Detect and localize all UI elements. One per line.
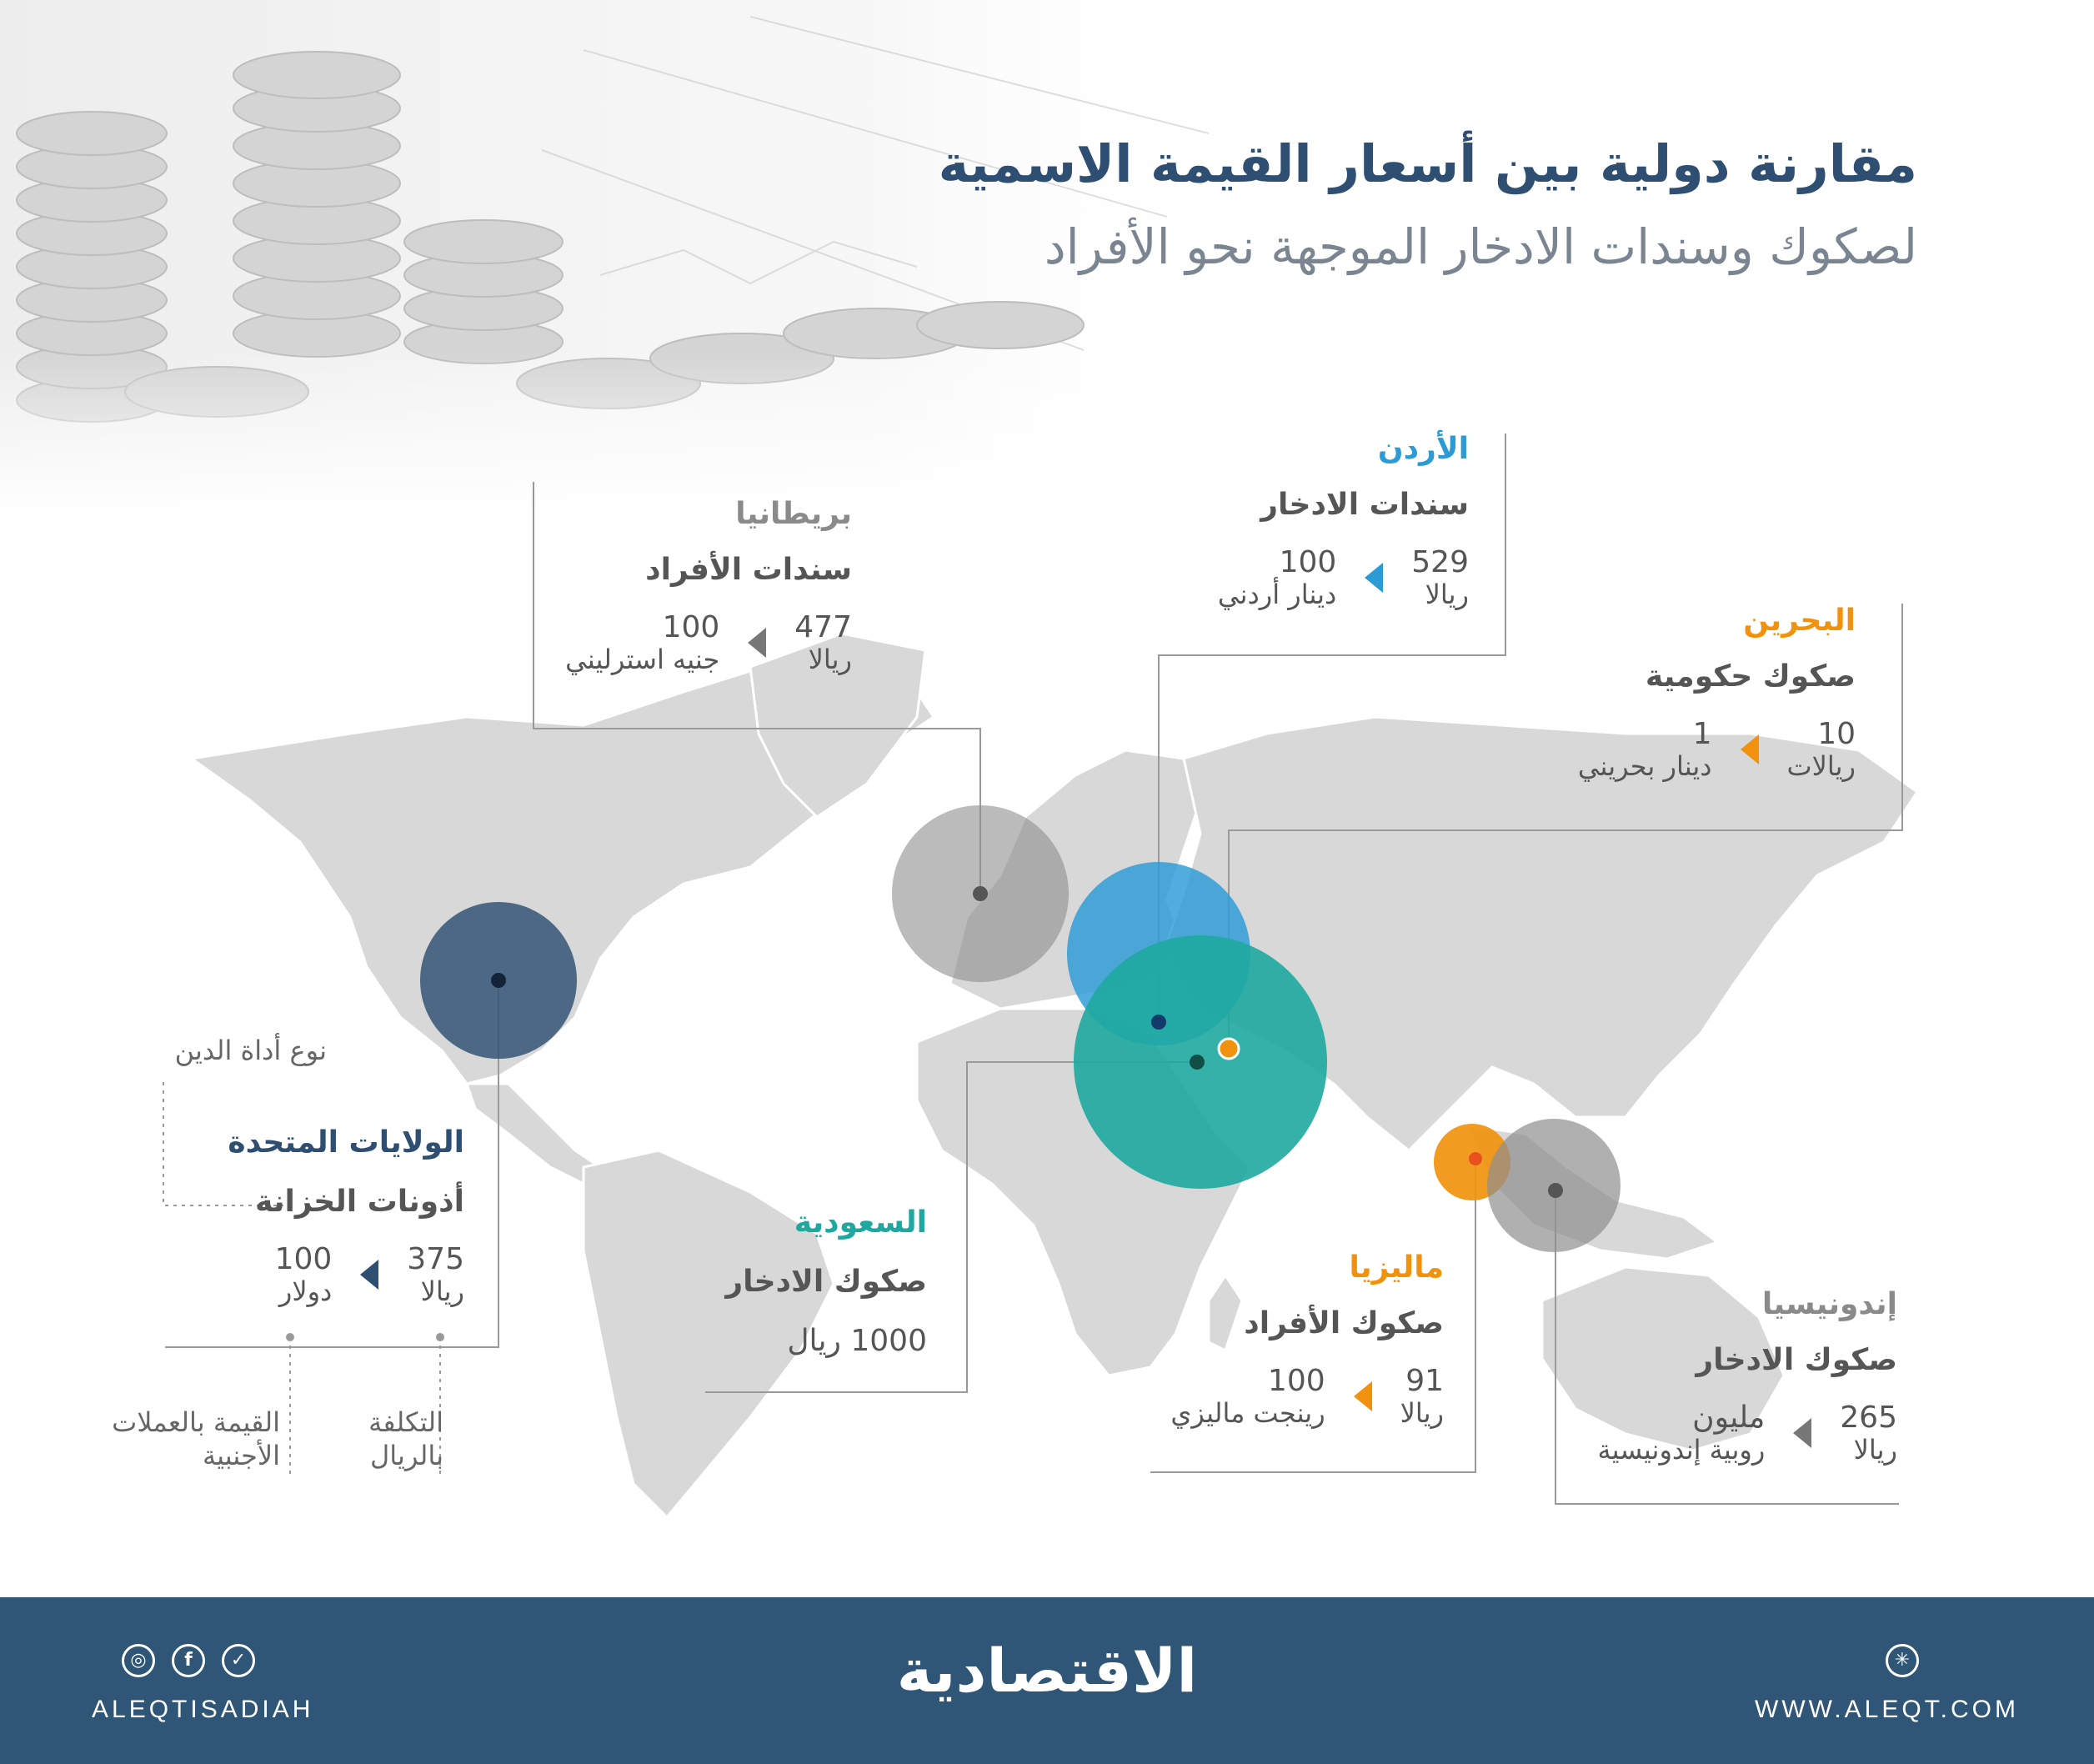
connector-usa	[165, 980, 499, 1348]
legend-dot-riyal	[436, 1333, 444, 1341]
callout-saudi: السعودية صكوك الادخار 1000 ريال	[725, 1205, 927, 1358]
connector-malaysia	[1150, 1159, 1476, 1473]
foreign-value-indonesia: مليون	[1692, 1401, 1766, 1435]
brand-logo: الاقتصادية	[896, 1636, 1198, 1706]
foreign-value-usa: 100	[274, 1242, 333, 1276]
dot-saudi	[1190, 1055, 1205, 1070]
map-australia	[1540, 1265, 1786, 1452]
connector-jordan	[1158, 433, 1506, 1022]
riyal-value-usa: 375	[407, 1242, 464, 1276]
foreign-value-bahrain: 1	[1692, 717, 1712, 751]
callout-malaysia: ماليزيا صكوك الأفراد 91 ريالا 100 رينجت …	[1170, 1250, 1444, 1429]
map-madagascar	[1207, 1273, 1244, 1353]
values-indonesia: 265 ريالا مليون روبية إندونيسية	[1598, 1401, 1897, 1466]
callout-bahrain: البحرين صكوك حكومية 10 ريالات 1 دينار بح…	[1578, 604, 1856, 782]
facebook-icon[interactable]: f	[172, 1644, 205, 1677]
legend-connector-debt-type	[163, 1082, 283, 1206]
values-uk: 477 ريالا 100 جنيه استرليني	[565, 610, 852, 675]
map-greenland	[749, 632, 927, 819]
legend-foreign-value: القيمة بالعملات الأجنبية	[112, 1406, 280, 1471]
country-name-indonesia: إندونيسيا	[1761, 1287, 1897, 1321]
riyal-value-indonesia: 265	[1840, 1401, 1897, 1435]
country-name-malaysia: ماليزيا	[1349, 1250, 1444, 1285]
connector-indonesia	[1555, 1190, 1899, 1505]
instrument-uk: سندات الأفراد	[645, 553, 852, 587]
arrow-usa-icon	[360, 1260, 379, 1290]
instagram-icon[interactable]: ◎	[122, 1644, 155, 1677]
riyal-unit-bahrain: ريالات	[1786, 750, 1856, 783]
riyal-value-bahrain: 10	[1817, 717, 1856, 751]
map-south-america	[582, 1149, 835, 1520]
dot-jordan	[1151, 1015, 1166, 1030]
riyal-unit-indonesia: ريالا	[1853, 1434, 1897, 1466]
riyal-unit-jordan: ريالا	[1425, 579, 1469, 611]
values-bahrain: 10 ريالات 1 دينار بحريني	[1578, 717, 1856, 782]
instrument-jordan: سندات الادخار	[1260, 488, 1469, 522]
riyal-value-malaysia: 91	[1405, 1364, 1444, 1398]
page-subtitle: لصكوك وسندات الادخار الموجهة نحو الأفراد	[1044, 218, 1917, 275]
country-name-jordan: الأردن	[1377, 432, 1469, 466]
riyal-unit-uk: ريالا	[808, 644, 852, 676]
value-saudi: 1000 ريال	[787, 1324, 927, 1358]
country-name-bahrain: البحرين	[1743, 604, 1856, 638]
arrow-indonesia-icon	[1793, 1418, 1812, 1449]
riyal-unit-malaysia: ريالا	[1400, 1397, 1444, 1430]
dot-uk	[973, 886, 988, 901]
instrument-malaysia: صكوك الأفراد	[1244, 1306, 1444, 1341]
foreign-value-jordan: 100	[1279, 545, 1337, 579]
website-link[interactable]: WWW.ALEQT.COM	[1755, 1696, 2019, 1723]
foreign-value-malaysia: 100	[1267, 1364, 1325, 1398]
dot-indonesia	[1548, 1183, 1563, 1198]
foreign-unit-bahrain: دينار بحريني	[1577, 750, 1712, 783]
coins-background-image	[0, 0, 1250, 517]
social-handle[interactable]: ALEQTISADIAH	[92, 1696, 314, 1723]
map-north-america	[188, 649, 936, 1085]
riyal-unit-usa: ريالا	[420, 1275, 464, 1308]
arrow-uk-icon	[748, 628, 767, 659]
dot-bahrain	[1217, 1037, 1240, 1060]
foreign-unit-jordan: دينار أردني	[1217, 579, 1337, 611]
dot-usa	[491, 973, 506, 988]
web-icon[interactable]: ✳	[1886, 1644, 1919, 1677]
foreign-value-uk: 100	[662, 610, 720, 644]
foreign-unit-indonesia: روبية إندونيسية	[1597, 1434, 1766, 1466]
values-usa: 375 ريالا 100 دولار	[228, 1242, 464, 1307]
foreign-unit-uk: جنيه استرليني	[565, 644, 720, 676]
instrument-bahrain: صكوك حكومية	[1645, 659, 1856, 694]
legend-riyal-cost: التكلفة بالريال	[368, 1406, 443, 1471]
arrow-jordan-icon	[1365, 563, 1384, 594]
country-name-saudi: السعودية	[794, 1205, 927, 1240]
country-name-uk: بريطانيا	[735, 497, 852, 531]
foreign-unit-usa: دولار	[278, 1275, 333, 1308]
arrow-malaysia-icon	[1353, 1381, 1372, 1412]
instrument-indonesia: صكوك الادخار	[1696, 1343, 1897, 1377]
riyal-value-uk: 477	[794, 610, 852, 644]
riyal-value-jordan: 529	[1411, 545, 1469, 579]
legend-dot-foreign	[286, 1333, 294, 1341]
values-malaysia: 91 ريالا 100 رينجت ماليزي	[1170, 1364, 1444, 1429]
callout-usa: الولايات المتحدة أذونات الخزانة 375 ريال…	[228, 1125, 464, 1307]
instrument-saudi: صكوك الادخار	[725, 1265, 927, 1299]
callout-indonesia: إندونيسيا صكوك الادخار 265 ريالا مليون ر…	[1598, 1287, 1897, 1466]
callout-uk: بريطانيا سندات الأفراد 477 ريالا 100 جني…	[565, 497, 852, 675]
bubbles-layer	[163, 433, 1903, 1505]
values-jordan: 529 ريالا 100 دينار أردني	[1218, 545, 1469, 610]
callout-jordan: الأردن سندات الادخار 529 ريالا 100 دينار…	[1218, 432, 1469, 610]
country-name-usa: الولايات المتحدة	[228, 1125, 464, 1160]
instrument-usa: أذونات الخزانة	[255, 1185, 464, 1219]
page-title: مقارنة دولية بين أسعار القيمة الاسمية	[938, 133, 1917, 194]
dot-malaysia	[1469, 1152, 1482, 1165]
footer-bar: ◎ f ✓ ALEQTISADIAH الاقتصادية ✳ WWW.ALEQ…	[0, 1597, 2094, 1764]
twitter-icon[interactable]: ✓	[222, 1644, 255, 1677]
foreign-unit-malaysia: رينجت ماليزي	[1170, 1397, 1325, 1430]
arrow-bahrain-icon	[1740, 734, 1759, 765]
legend-debt-type: نوع أداة الدين	[174, 1035, 327, 1066]
